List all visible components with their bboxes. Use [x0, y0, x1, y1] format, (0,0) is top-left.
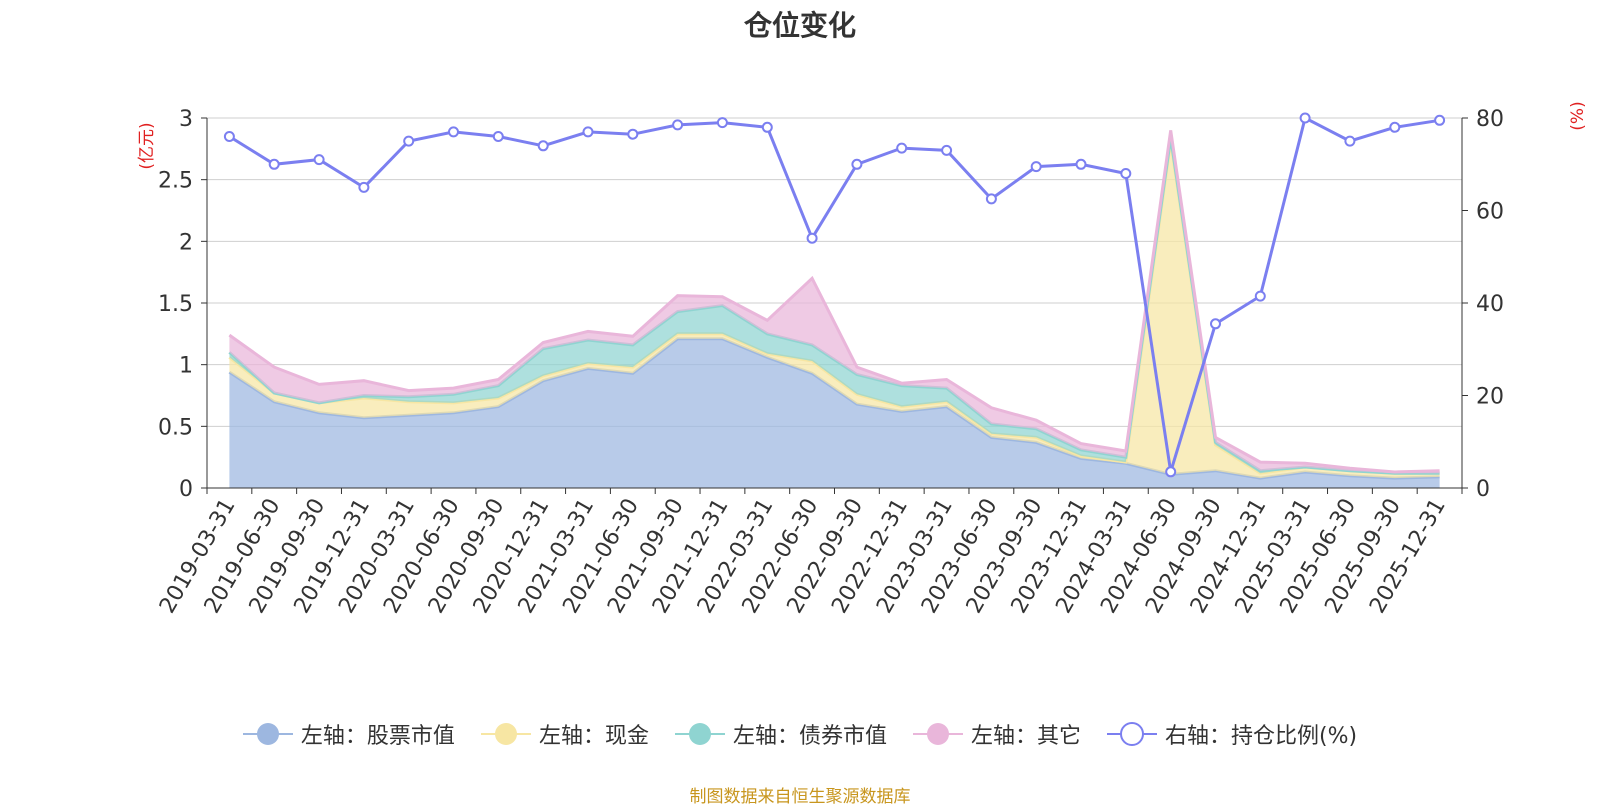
- ratio-point: [941, 144, 953, 156]
- ratio-point: [1210, 318, 1221, 330]
- left-tick-label: 2.5: [158, 169, 193, 194]
- left-tick-label: 0: [179, 477, 193, 502]
- legend-cash[interactable]: 左轴：现金: [480, 718, 649, 750]
- ratio-point: [761, 121, 773, 133]
- legend-other-label: 左轴：其它: [970, 724, 1081, 749]
- left-tick-label: 1: [179, 354, 193, 379]
- right-tick-label: 20: [1476, 385, 1504, 410]
- ratio-point: [1299, 112, 1311, 124]
- legend-bond[interactable]: 左轴：债券市值: [674, 718, 887, 750]
- ratio-point: [492, 131, 504, 142]
- chart-title: 仓位变化: [743, 9, 856, 42]
- right-tick-label: 40: [1476, 292, 1504, 317]
- legend-stock-marker: [242, 723, 293, 745]
- ratio-line-series: [223, 112, 1446, 478]
- ratio-point: [806, 232, 818, 244]
- right-tick-label: 0: [1476, 477, 1490, 502]
- ratio-point: [672, 119, 684, 131]
- legend: 左轴：股票市值 左轴：现金 左轴：债券市值 左轴：其它 右轴：持仓比例(%): [0, 718, 1600, 750]
- legend-bond-marker: [674, 723, 725, 745]
- source-note: 制图数据来自恒生聚源数据库: [689, 787, 911, 807]
- ratio-point: [1254, 290, 1266, 302]
- legend-other-marker: [912, 723, 963, 745]
- ratio-point: [537, 140, 549, 152]
- ratio-point: [716, 117, 728, 129]
- ratio-point: [358, 181, 370, 193]
- left-axis-label: (亿元): [137, 122, 157, 169]
- area-series-0: [229, 338, 1440, 488]
- legend-stock[interactable]: 左轴：股票市值: [242, 718, 455, 750]
- ratio-point: [1344, 135, 1356, 147]
- ratio-point: [1030, 161, 1042, 173]
- ratio-point: [403, 135, 415, 147]
- ratio-point: [223, 131, 235, 142]
- ratio-point: [1434, 114, 1446, 126]
- left-tick-label: 2: [179, 230, 193, 255]
- ratio-point: [1120, 168, 1132, 179]
- ratio-point: [985, 193, 997, 205]
- right-axis-label: (%): [1568, 101, 1588, 130]
- ratio-point: [313, 154, 325, 166]
- legend-cash-marker: [480, 723, 531, 745]
- legend-stock-label: 左轴：股票市值: [300, 724, 455, 749]
- stacked-areas: [228, 130, 1440, 488]
- axis-labels: (亿元) (%): [137, 101, 1588, 169]
- legend-ratio-label: 右轴：持仓比例(%): [1164, 724, 1358, 749]
- ratio-point: [268, 158, 280, 170]
- left-tick-label: 3: [179, 107, 193, 132]
- ratio-point: [1165, 466, 1177, 478]
- legend-bond-label: 左轴：债券市值: [732, 724, 887, 749]
- area-series-1: [229, 141, 1440, 479]
- left-tick-label: 1.5: [158, 292, 193, 317]
- legend-cash-label: 左轴：现金: [538, 724, 649, 749]
- right-tick-label: 80: [1476, 107, 1504, 132]
- ratio-point: [1389, 121, 1401, 133]
- ratio-line: [228, 115, 1440, 473]
- ratio-point: [851, 158, 863, 170]
- ratio-point: [627, 128, 639, 140]
- ratio-point: [448, 126, 459, 138]
- left-tick-label: 0.5: [158, 415, 193, 440]
- right-tick-label: 60: [1476, 200, 1504, 225]
- ratio-point: [896, 142, 908, 154]
- legend-ratio-marker: [1106, 722, 1157, 746]
- legend-ratio[interactable]: 右轴：持仓比例(%): [1106, 718, 1358, 750]
- legend-other[interactable]: 左轴：其它: [912, 718, 1081, 750]
- ratio-point: [1075, 158, 1087, 170]
- ratio-point: [582, 126, 594, 138]
- area-edge-3: [228, 130, 1440, 474]
